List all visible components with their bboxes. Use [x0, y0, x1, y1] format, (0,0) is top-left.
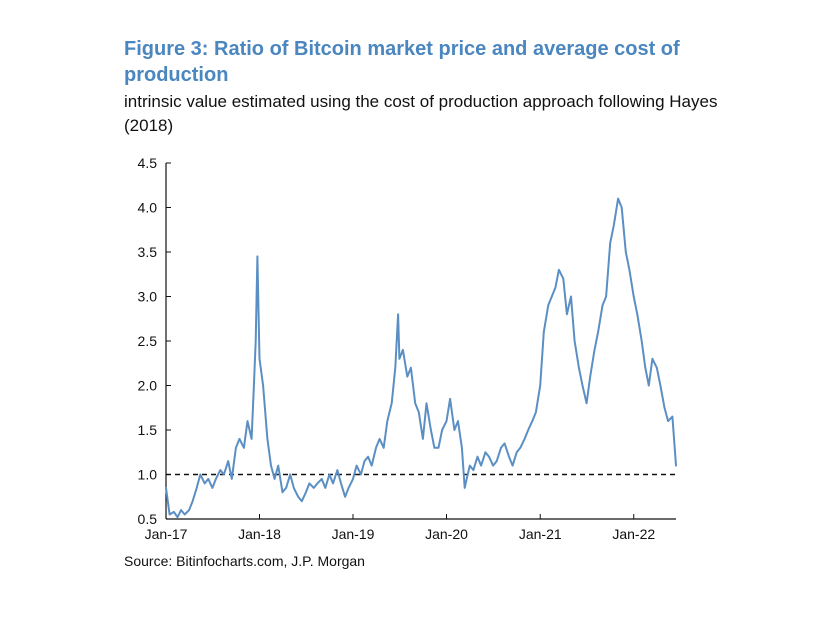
y-tick-label: 4.5	[138, 155, 158, 171]
y-tick-label: 3.5	[138, 244, 158, 260]
y-axis: 0.5 1.0 1.5 2.0 2.5 3.0 3.5 4.0 4.5	[138, 155, 171, 527]
x-tick-label: Jan-18	[238, 526, 281, 542]
y-tick-label: 3.0	[138, 289, 158, 305]
y-tick-label: 1.5	[138, 422, 158, 438]
x-tick-label: Jan-22	[612, 526, 655, 542]
chart-subtitle: intrinsic value estimated using the cost…	[124, 92, 718, 135]
x-tick-label: Jan-17	[145, 526, 188, 542]
series-layer	[165, 197, 677, 519]
y-tick-label: 0.5	[138, 511, 158, 527]
series-line	[165, 197, 677, 519]
x-tick-label: Jan-20	[425, 526, 468, 542]
y-tick-label: 4.0	[138, 200, 158, 216]
y-tick-label: 2.5	[138, 333, 158, 349]
y-tick-label: 2.0	[138, 378, 158, 394]
x-axis: Jan-17 Jan-18 Jan-19 Jan-20 Jan-21 Jan-22	[145, 514, 676, 542]
x-tick-label: Jan-19	[332, 526, 375, 542]
y-tick-label: 1.0	[138, 467, 158, 483]
x-tick-label: Jan-21	[519, 526, 562, 542]
source-note: Source: Bitinfocharts.com, J.P. Morgan	[124, 553, 365, 569]
chart-title: Figure 3: Ratio of Bitcoin market price …	[124, 38, 680, 86]
